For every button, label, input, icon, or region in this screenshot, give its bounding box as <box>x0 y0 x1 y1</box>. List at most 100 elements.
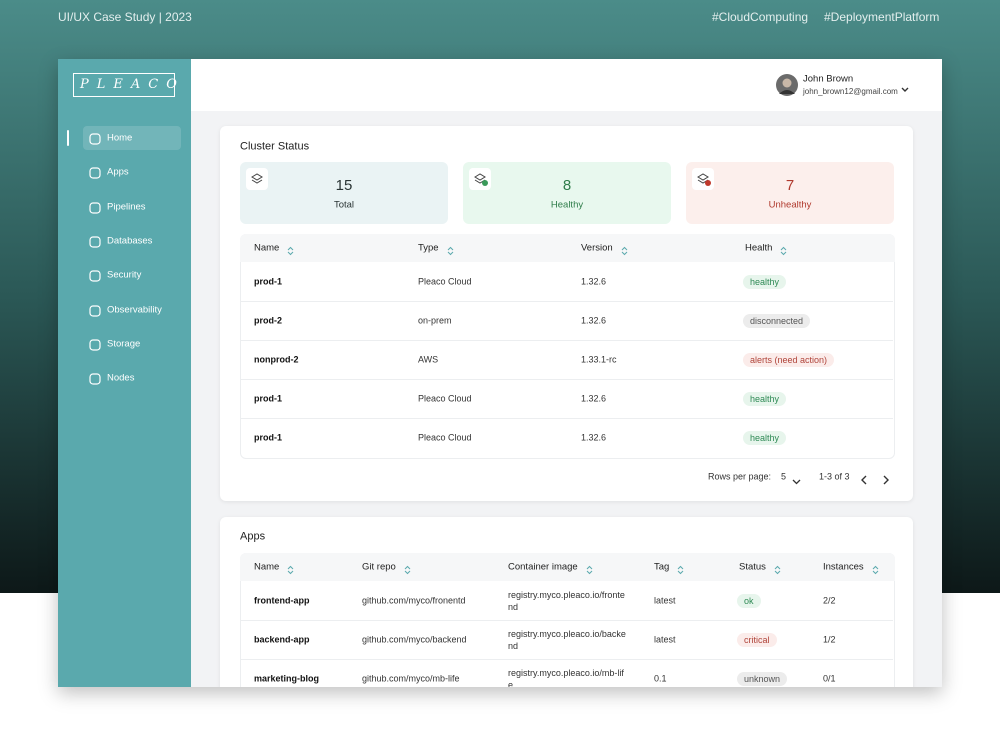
nav-item[interactable]: Storage <box>107 338 141 350</box>
card-value: 15 <box>335 177 353 194</box>
table-cell: github.com/myco/backend <box>362 634 467 645</box>
status-card <box>463 162 671 224</box>
table-cell: registry.myco.pleaco.io/frontend <box>508 589 625 612</box>
status-badge: healthy <box>743 391 787 406</box>
table-cell: Pleaco Cloud <box>418 432 472 443</box>
sort-icon[interactable] <box>677 562 684 575</box>
nav-icon[interactable] <box>89 269 101 282</box>
table-cell: github.com/myco/mb-life <box>362 673 460 684</box>
card-value: 8 <box>562 177 572 194</box>
column-header[interactable]: Git repo <box>362 561 396 573</box>
nav-icon[interactable] <box>89 235 101 248</box>
case-study-label: UI/UX Case Study | 2023 <box>58 9 192 24</box>
column-header[interactable]: Container image <box>508 561 578 573</box>
table-cell: marketing-blog <box>254 673 320 684</box>
table-cell: 0.1 <box>654 673 667 684</box>
table-cell: 1/2 <box>823 634 836 645</box>
next-page[interactable] <box>882 472 890 485</box>
column-header[interactable]: Health <box>745 242 773 254</box>
status-badge: critical <box>737 632 777 647</box>
table-cell: on-prem <box>418 315 452 326</box>
card-icon <box>246 168 268 190</box>
sort-icon[interactable] <box>287 243 294 256</box>
nav-icon[interactable] <box>89 132 101 145</box>
table-cell: prod-2 <box>254 315 282 326</box>
table-cell: github.com/myco/fronentd <box>362 595 466 606</box>
table-header-bg <box>240 553 895 581</box>
table-cell: prod-1 <box>254 276 282 287</box>
table-cell: frontend-app <box>254 595 310 606</box>
sort-icon[interactable] <box>447 243 454 256</box>
row-divider <box>240 620 893 621</box>
table-cell: 1.33.1-rc <box>581 354 617 365</box>
sort-icon[interactable] <box>621 243 628 256</box>
card-value: 7 <box>785 177 795 194</box>
user-name: John Brown <box>803 73 854 85</box>
table-cell: 1.32.6 <box>581 432 607 443</box>
nav-icon[interactable] <box>89 201 101 214</box>
table-cell: 1.32.6 <box>581 315 607 326</box>
rows-dropdown-chevron[interactable] <box>792 473 801 485</box>
column-header[interactable]: Name <box>254 242 280 254</box>
nav-icon[interactable] <box>89 166 101 179</box>
table-cell: AWS <box>418 354 439 365</box>
table-cell: latest <box>654 595 676 606</box>
nav-item[interactable]: Observability <box>107 304 162 316</box>
hashtag: #DeploymentPlatform <box>824 9 940 24</box>
table-cell: Pleaco Cloud <box>418 276 472 287</box>
section-title: Cluster Status <box>240 140 310 153</box>
table-cell: prod-1 <box>254 432 282 443</box>
column-header[interactable]: Name <box>254 561 280 573</box>
status-badge: unknown <box>737 671 788 686</box>
nav-item[interactable]: Nodes <box>107 372 135 384</box>
nav-item[interactable]: Databases <box>107 235 153 247</box>
sort-icon[interactable] <box>780 243 787 256</box>
app-window: PLEACO Home Apps Pipelines Databases Security… <box>58 59 942 687</box>
nav-item[interactable]: Home <box>107 132 133 144</box>
page-range: 1-3 of 3 <box>819 471 850 482</box>
column-header[interactable]: Version <box>581 242 613 254</box>
status-badge: healthy <box>743 274 787 289</box>
avatar <box>776 74 798 96</box>
logo: PLEACO <box>80 77 185 93</box>
rows-per-page-value[interactable]: 5 <box>781 471 787 482</box>
status-badge: healthy <box>743 430 787 445</box>
table <box>240 234 895 459</box>
status-badge: alerts (need action) <box>743 352 835 367</box>
table-cell: 0/1 <box>823 673 836 684</box>
nav-icon[interactable] <box>89 338 101 351</box>
rows-per-page-label: Rows per page: <box>708 471 772 482</box>
sort-icon[interactable] <box>404 562 411 575</box>
sort-icon[interactable] <box>586 562 593 575</box>
table-cell: backend-app <box>254 634 310 645</box>
table-cell: latest <box>654 634 676 645</box>
table-cell: prod-1 <box>254 393 282 404</box>
row-divider <box>240 418 893 419</box>
prev-page[interactable] <box>860 472 868 485</box>
sort-icon[interactable] <box>774 562 781 575</box>
column-header[interactable]: Instances <box>823 561 864 573</box>
nav-icon[interactable] <box>89 304 101 317</box>
table-header-bg <box>240 234 895 262</box>
table-cell: 1.32.6 <box>581 393 607 404</box>
card-label: Unhealthy <box>768 199 812 211</box>
table-cell: Pleaco Cloud <box>418 393 472 404</box>
user-menu-chevron[interactable] <box>900 81 910 92</box>
nav-item[interactable]: Pipelines <box>107 201 146 213</box>
status-card <box>240 162 448 224</box>
card-label: Total <box>333 199 355 211</box>
table-cell: 2/2 <box>823 595 836 606</box>
nav-item[interactable]: Apps <box>107 166 129 178</box>
column-header[interactable]: Type <box>418 242 439 254</box>
nav-active-bg <box>83 126 181 150</box>
nav-icon[interactable] <box>89 372 101 385</box>
sort-icon[interactable] <box>287 562 294 575</box>
column-header[interactable]: Status <box>739 561 766 573</box>
row-divider <box>240 379 893 380</box>
column-header[interactable]: Tag <box>654 561 670 573</box>
nav-item[interactable]: Security <box>107 269 142 281</box>
table-cell: 1.32.6 <box>581 276 607 287</box>
sort-icon[interactable] <box>872 562 879 575</box>
card-icon <box>692 168 714 190</box>
row-divider <box>240 659 893 660</box>
